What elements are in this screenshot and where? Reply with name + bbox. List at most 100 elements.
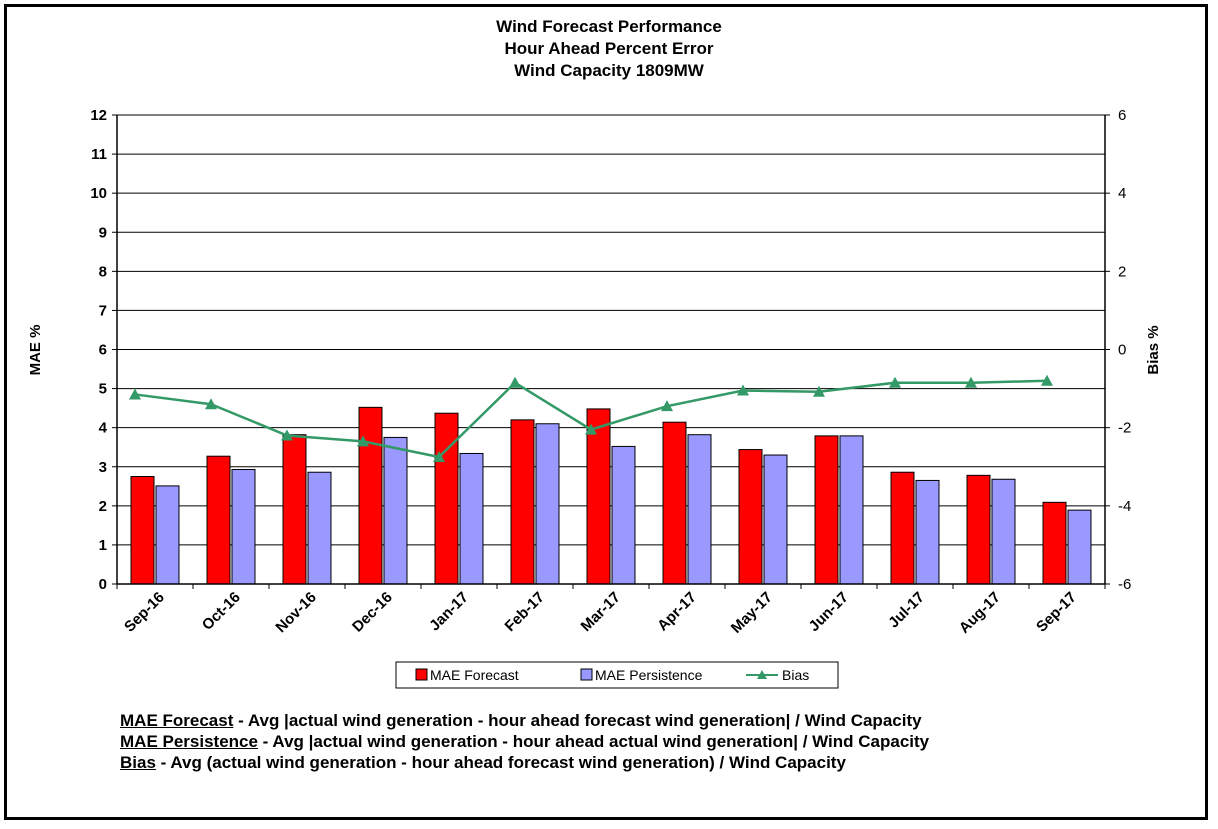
definition-term: MAE Forecast xyxy=(120,711,234,730)
bias-point xyxy=(965,376,977,388)
y-tick-label: 11 xyxy=(91,146,107,163)
axes xyxy=(112,114,1110,589)
bar-mae-forecast xyxy=(358,406,383,585)
bar-mae-persistence xyxy=(383,436,408,585)
x-tick-label: Dec-16 xyxy=(349,589,396,636)
bias-point xyxy=(585,423,597,435)
bar-mae-persistence xyxy=(231,468,256,585)
x-tick-label: Oct-16 xyxy=(199,589,244,634)
bar-mae-forecast xyxy=(282,434,307,585)
right-tick-labels: -6 -4 -2 0 2 4 6 xyxy=(1118,107,1131,593)
y-tick-label: 2 xyxy=(99,498,107,515)
x-tick-label: Aug-17 xyxy=(956,589,1004,637)
bar-mae-persistence xyxy=(839,435,864,585)
legend-label-bias: Bias xyxy=(782,667,809,683)
bar-mae-persistence xyxy=(687,434,712,585)
y2-tick-label: 4 xyxy=(1118,185,1126,202)
definition-term: MAE Persistence xyxy=(120,732,258,751)
legend: MAE Forecast MAE Persistence Bias xyxy=(395,661,839,689)
bar-mae-forecast xyxy=(738,449,763,585)
bias-point xyxy=(737,384,749,396)
y2-tick-label: -2 xyxy=(1118,420,1131,437)
legend-label-mae-persistence: MAE Persistence xyxy=(595,667,703,683)
definitions: MAE Forecast - Avg |actual wind generati… xyxy=(120,710,1120,773)
y-tick-label: 8 xyxy=(99,263,107,280)
x-tick-label: Jan-17 xyxy=(426,589,472,635)
y2-tick-label: 2 xyxy=(1118,263,1126,280)
x-tick-label: Sep-17 xyxy=(1033,589,1080,636)
bar-mae-forecast xyxy=(206,455,231,585)
bar-mae-forecast xyxy=(814,435,839,585)
y-tick-label: 12 xyxy=(90,107,107,124)
legend-swatch-mae-forecast xyxy=(415,668,428,681)
bar-mae-forecast xyxy=(1042,501,1067,585)
x-tick-labels: Sep-16 Oct-16 Nov-16 Dec-16 Jan-17 Feb-17 Mar-… xyxy=(121,589,1080,637)
y-axis-label: MAE % xyxy=(27,325,44,376)
y2-tick-label: 0 xyxy=(1118,342,1126,359)
bias-point xyxy=(889,376,901,388)
bar-mae-forecast xyxy=(510,419,535,585)
y2-tick-label: -6 xyxy=(1118,576,1131,593)
y2-axis-label: Bias % xyxy=(1145,325,1162,374)
bias-point xyxy=(509,376,521,388)
y-tick-label: 6 xyxy=(99,342,107,359)
bias-point xyxy=(129,388,141,400)
bar-mae-persistence xyxy=(915,479,940,585)
y-tick-label: 5 xyxy=(99,381,107,398)
bias-point xyxy=(205,398,217,410)
y-tick-label: 10 xyxy=(90,185,107,202)
bar-mae-forecast xyxy=(586,408,611,585)
bar-mae-persistence xyxy=(1067,509,1092,585)
x-tick-label: May-17 xyxy=(728,589,776,637)
bias-point xyxy=(357,435,369,447)
definition-bias: Bias - Avg (actual wind generation - hou… xyxy=(120,752,1120,773)
legend-swatch-mae-persistence xyxy=(580,668,593,681)
gridlines xyxy=(117,114,1105,585)
bias-point xyxy=(813,385,825,397)
y-tick-label: 3 xyxy=(99,459,107,476)
definition-text: - Avg (actual wind generation - hour ahe… xyxy=(155,753,846,772)
bar-mae-persistence xyxy=(991,478,1016,585)
y-tick-label: 7 xyxy=(99,302,107,319)
bar-mae-forecast xyxy=(662,421,687,585)
bar-mae-forecast xyxy=(966,474,991,585)
bar-mae-persistence xyxy=(535,423,560,585)
y-tick-label: 9 xyxy=(99,224,107,241)
bar-mae-persistence xyxy=(307,471,332,585)
bar-mae-forecast xyxy=(434,412,459,585)
x-tick-label: Jul-17 xyxy=(885,589,928,632)
bias-point xyxy=(661,400,673,412)
y-tick-label: 4 xyxy=(99,420,108,437)
definition-term: Bias xyxy=(120,753,156,772)
y2-tick-label: 6 xyxy=(1118,107,1126,124)
bias-point xyxy=(281,429,293,441)
bias-line xyxy=(129,374,1053,462)
chart-title-line-2: Hour Ahead Percent Error xyxy=(504,39,713,58)
chart-title-line-1: Wind Forecast Performance xyxy=(496,17,722,36)
definition-mae-forecast: MAE Forecast - Avg |actual wind generati… xyxy=(120,710,1120,731)
y-tick-label: 0 xyxy=(99,576,107,593)
bar-mae-persistence xyxy=(155,485,180,585)
bias-point xyxy=(433,450,445,462)
legend-label-mae-forecast: MAE Forecast xyxy=(430,667,519,683)
x-tick-label: Mar-17 xyxy=(578,589,624,635)
bar-mae-persistence xyxy=(611,445,636,585)
bars xyxy=(130,406,1092,585)
bar-mae-forecast xyxy=(890,471,915,585)
y-tick-label: 1 xyxy=(99,537,107,554)
definition-text: - Avg |actual wind generation - hour ahe… xyxy=(257,732,930,751)
definition-mae-persistence: MAE Persistence - Avg |actual wind gener… xyxy=(120,731,1120,752)
legend-swatch-bias-marker xyxy=(757,670,767,679)
x-tick-label: Apr-17 xyxy=(654,589,700,635)
chart-title-line-3: Wind Capacity 1809MW xyxy=(514,61,705,80)
definition-text: - Avg |actual wind generation - hour ahe… xyxy=(233,711,922,730)
x-tick-label: Feb-17 xyxy=(502,589,548,635)
y2-tick-label: -4 xyxy=(1118,498,1131,515)
x-tick-label: Jun-17 xyxy=(806,589,852,635)
bar-mae-persistence xyxy=(459,452,484,585)
x-tick-label: Sep-16 xyxy=(121,589,168,636)
x-tick-label: Nov-16 xyxy=(272,589,319,636)
bias-point xyxy=(1041,374,1053,386)
